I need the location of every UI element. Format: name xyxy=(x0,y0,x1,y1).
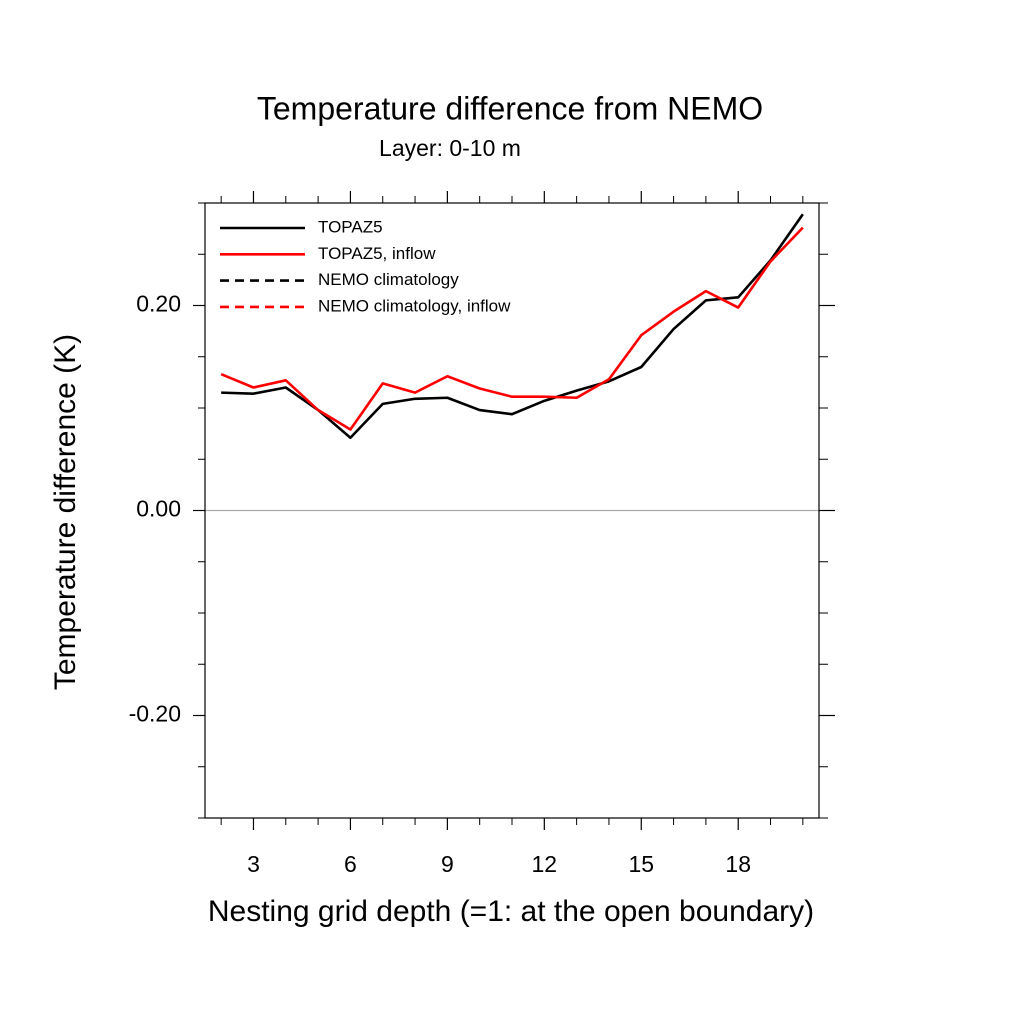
x-tick-label: 18 xyxy=(725,851,751,877)
legend-label: NEMO climatology, inflow xyxy=(318,296,511,315)
x-tick-label: 9 xyxy=(441,851,454,877)
legend-label: NEMO climatology xyxy=(318,270,459,289)
y-tick-label: 0.20 xyxy=(136,291,181,317)
legend-label: TOPAZ5 xyxy=(318,217,383,236)
x-tick-label: 12 xyxy=(532,851,558,877)
x-tick-label: 15 xyxy=(628,851,654,877)
series-line xyxy=(221,213,804,440)
y-tick-label: -0.20 xyxy=(129,701,181,727)
x-tick-label: 6 xyxy=(344,851,357,877)
legend-label: TOPAZ5, inflow xyxy=(318,244,436,263)
y-axis-label: Temperature difference (K) xyxy=(49,334,82,690)
chart-title: Temperature difference from NEMO xyxy=(257,90,763,126)
chart-subtitle: Layer: 0-10 m xyxy=(379,135,521,161)
x-tick-label: 3 xyxy=(247,851,260,877)
x-axis-label: Nesting grid depth (=1: at the open boun… xyxy=(208,895,814,928)
y-tick-label: 0.00 xyxy=(136,496,181,522)
series-line xyxy=(220,226,804,431)
